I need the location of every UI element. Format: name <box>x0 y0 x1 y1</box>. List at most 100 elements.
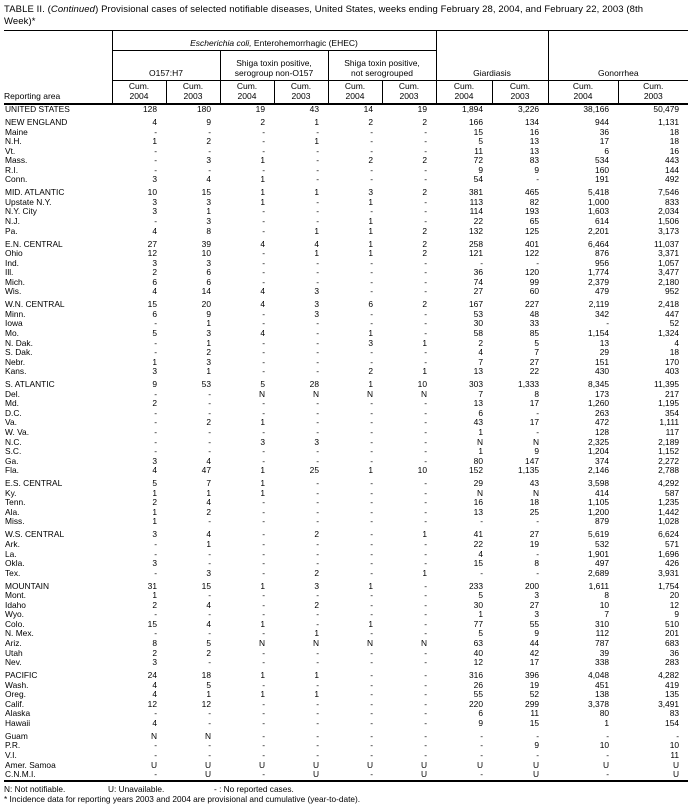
cell-value: - <box>262 249 265 259</box>
table-row: Wash. 4 5 - - - - 26 19 451 419 <box>4 681 688 691</box>
row-label: Mont. <box>5 591 26 601</box>
cell-value: 6 <box>152 277 157 287</box>
cell-value: U <box>366 760 373 770</box>
cell-value: 4 <box>206 498 211 508</box>
cell-value: 17 <box>529 418 540 428</box>
cell-value: 497 <box>595 559 610 569</box>
cell-value: 1,135 <box>518 466 540 476</box>
cell-value: 233 <box>469 581 483 591</box>
cell-value: 72 <box>473 156 483 166</box>
cell-value: 38,166 <box>583 104 610 114</box>
cell-value: 5 <box>152 479 157 489</box>
cell-value: - <box>208 389 211 399</box>
cell-value: 6 <box>604 146 610 156</box>
cell-value: 3 <box>368 338 373 348</box>
shiga-not-sero-line2: not serogrouped <box>351 67 413 78</box>
cell-value: - <box>154 418 157 428</box>
cell-value: - <box>208 447 211 457</box>
cell-value: - <box>370 418 373 428</box>
row-label: Maine <box>5 127 28 137</box>
cell-value: - <box>536 408 540 418</box>
cell-value: - <box>424 146 427 156</box>
cell-value: 879 <box>595 517 610 527</box>
row-label: C.N.M.I. <box>5 770 36 780</box>
col-header-non-o157-2004: Cum. 2004 <box>219 80 274 105</box>
cell-value: 12 <box>473 658 483 668</box>
cell-value: 15 <box>201 581 211 591</box>
table-row: P.R. - - - - - - - 9 10 10 <box>4 741 688 751</box>
cell-value: - <box>424 479 427 489</box>
cell-value: 374 <box>595 456 610 466</box>
cell-value: 3 <box>206 217 211 227</box>
table-row: Minn. 6 9 - 3 - - 53 48 342 447 <box>4 310 688 320</box>
cell-value: 2 <box>206 418 211 428</box>
cell-value: 191 <box>595 175 610 185</box>
cell-value: - <box>154 389 157 399</box>
cell-value: 99 <box>529 277 540 287</box>
cell-value: 55 <box>529 619 540 629</box>
cell-value: - <box>208 437 211 447</box>
cell-value: 4 <box>206 530 211 540</box>
cell-value: - <box>370 428 373 437</box>
cell-value: - <box>208 559 211 569</box>
cell-value: 4 <box>206 619 211 629</box>
cell-value: 4 <box>260 239 265 249</box>
cell-value: - <box>208 165 211 175</box>
cell-value: - <box>316 488 319 498</box>
cell-value: - <box>370 408 373 418</box>
table-row: Ill. 2 6 - - - - 36 120 1,774 3,477 <box>4 268 688 278</box>
table-row: Miss. 1 - - - - - - - 879 1,028 <box>4 517 688 527</box>
cell-value: 510 <box>665 619 680 629</box>
cell-value: 1 <box>422 530 427 540</box>
row-label: NEW ENGLAND <box>5 118 68 128</box>
cell-value: 220 <box>469 699 483 709</box>
cell-value: 19 <box>255 104 265 114</box>
table-row: Ark. - 1 - - - - 22 19 532 571 <box>4 540 688 550</box>
cell-value: - <box>262 751 265 760</box>
row-label: N.J. <box>5 217 20 227</box>
cell-value: - <box>154 741 157 751</box>
cell-value: N <box>258 389 265 399</box>
row-label: Guam <box>5 731 28 741</box>
cell-value: - <box>262 731 265 741</box>
cell-value: 13 <box>473 399 483 409</box>
cell-value: 1,235 <box>658 498 680 508</box>
cell-value: 4,048 <box>588 671 610 681</box>
cell-value: 3 <box>152 197 157 207</box>
table-row: Ind. 3 3 - - - - - - 956 1,057 <box>4 259 688 269</box>
cell-value: 8 <box>152 638 157 648</box>
cell-value: 11 <box>530 709 540 719</box>
cell-value: 138 <box>595 690 610 700</box>
cell-value: 29 <box>599 348 610 358</box>
cell-value: - <box>424 731 427 741</box>
cell-value: - <box>536 175 540 185</box>
row-label: Mich. <box>5 277 26 287</box>
cell-value: 4 <box>260 329 265 339</box>
row-label: S.C. <box>5 447 22 457</box>
cell-value: 83 <box>529 156 540 166</box>
cell-value: - <box>424 619 427 629</box>
row-label: W.N. CENTRAL <box>5 300 65 310</box>
cell-value: - <box>424 277 427 287</box>
row-label: Del. <box>5 389 20 399</box>
cell-value: 1 <box>478 447 483 457</box>
cell-value: - <box>262 591 265 601</box>
cell-value: - <box>370 137 373 147</box>
cell-value: 3 <box>206 197 211 207</box>
cell-value: 27 <box>473 287 483 297</box>
cell-value: N <box>532 437 540 447</box>
cell-value: 1 <box>152 357 157 367</box>
cell-value: 44 <box>529 638 540 648</box>
cell-value: - <box>370 699 373 709</box>
ehec-group-header: Escherichia coli, Enterohemorrhagic (EHE… <box>111 30 436 51</box>
cell-value: - <box>316 156 319 166</box>
cell-value: - <box>262 309 265 319</box>
cell-value: 944 <box>595 118 610 128</box>
row-label: Tenn. <box>5 498 26 508</box>
row-label: Mo. <box>5 329 19 339</box>
cell-value: 1 <box>314 118 319 128</box>
cell-value: 36 <box>669 648 680 658</box>
cell-value: 426 <box>665 559 680 569</box>
cell-value: 22 <box>529 367 540 377</box>
cell-value: - <box>316 751 319 760</box>
